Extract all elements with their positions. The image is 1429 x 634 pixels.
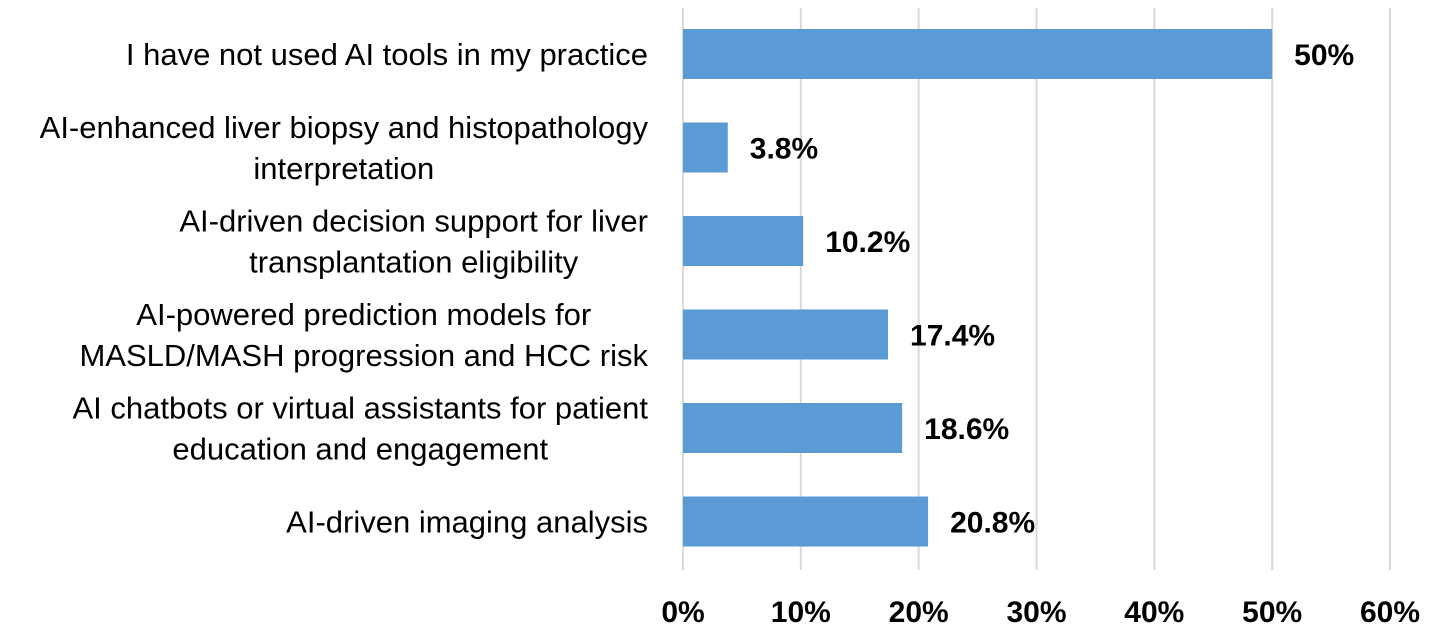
gridlines bbox=[682, 8, 1391, 570]
category-label: AI-powered prediction models for MASLD/MA… bbox=[79, 297, 648, 373]
x-tick-label: 10% bbox=[771, 596, 831, 629]
x-tick-label: 60% bbox=[1360, 596, 1420, 629]
category-label: I have not used AI tools in my practice bbox=[126, 37, 648, 72]
bar bbox=[683, 403, 903, 453]
bar bbox=[683, 216, 804, 266]
bars bbox=[683, 29, 1273, 547]
data-label: 3.8% bbox=[750, 133, 818, 166]
x-tick-label: 30% bbox=[1006, 596, 1066, 629]
category-labels: I have not used AI tools in my practice A… bbox=[40, 37, 649, 540]
category-label: AI-driven decision support for liver tran… bbox=[179, 204, 648, 280]
data-label: 18.6% bbox=[924, 413, 1009, 446]
x-tick-label: 0% bbox=[661, 596, 704, 629]
category-label: AI-enhanced liver biopsy and histopathol… bbox=[40, 110, 649, 186]
x-tick-label: 40% bbox=[1124, 596, 1184, 629]
data-label: 17.4% bbox=[910, 320, 995, 353]
data-label: 50% bbox=[1294, 39, 1354, 72]
bar bbox=[683, 496, 929, 547]
bar bbox=[683, 309, 889, 360]
category-label: AI-driven imaging analysis bbox=[286, 505, 648, 540]
x-axis-ticks: 0% 10% 20% 30% 40% 50% 60% bbox=[661, 596, 1420, 629]
bar bbox=[683, 29, 1273, 79]
data-label: 10.2% bbox=[825, 226, 910, 259]
x-tick-label: 50% bbox=[1242, 596, 1302, 629]
x-tick-label: 20% bbox=[889, 596, 949, 629]
value-labels: 50% 3.8% 10.2% 17.4% 18.6% 20.8% bbox=[750, 39, 1354, 540]
bar bbox=[683, 122, 728, 173]
data-label: 20.8% bbox=[950, 507, 1035, 540]
category-label: AI chatbots or virtual assistants for pa… bbox=[73, 391, 649, 467]
